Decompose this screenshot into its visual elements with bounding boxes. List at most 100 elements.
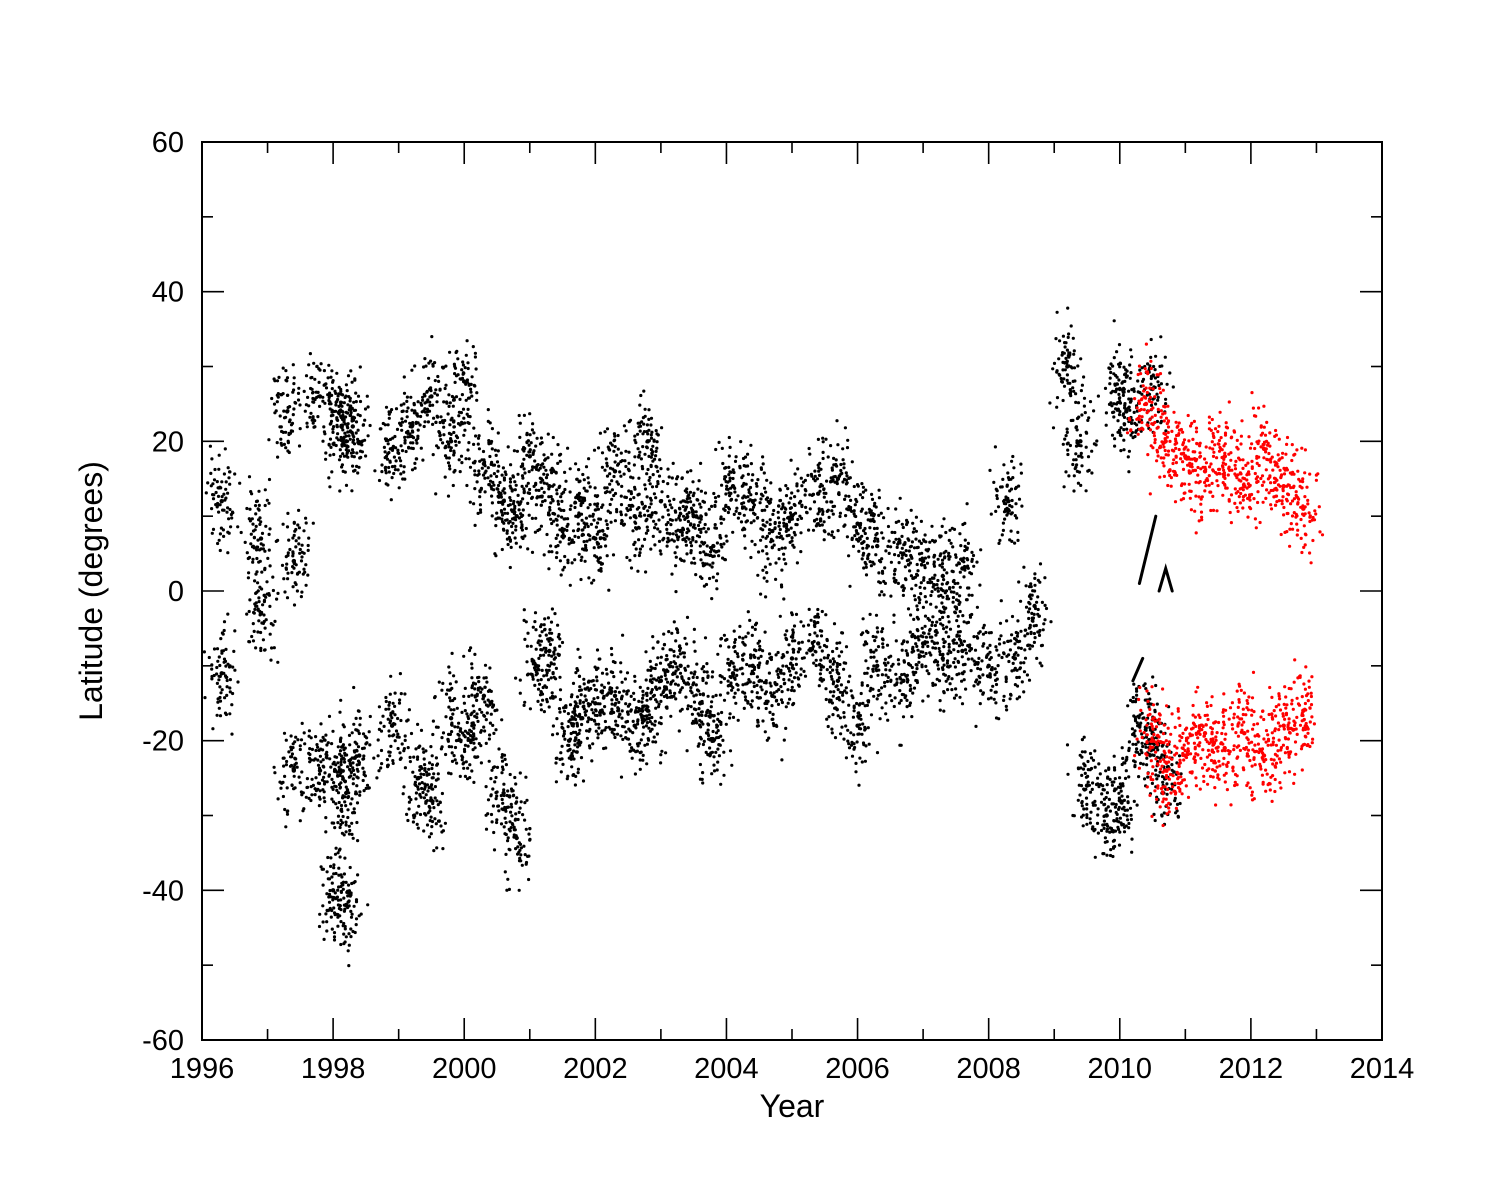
data-point [828, 671, 832, 675]
data-point [637, 455, 641, 459]
data-point [246, 576, 250, 580]
data-point [616, 433, 620, 438]
data-point [783, 506, 787, 510]
data-point [770, 545, 774, 549]
data-point [763, 630, 767, 634]
data-point [344, 483, 349, 487]
data-point [443, 418, 447, 423]
data-point [544, 685, 549, 690]
data-point [315, 743, 319, 747]
data-point [542, 472, 546, 476]
data-point [332, 895, 336, 900]
data-point [525, 431, 529, 435]
data-point [323, 800, 327, 804]
data-point [789, 673, 793, 677]
data-point [877, 488, 881, 492]
data-point [367, 730, 371, 734]
data-point [294, 527, 298, 532]
data-point [738, 511, 742, 516]
data-point [425, 407, 430, 411]
data-point [398, 698, 402, 702]
data-point [508, 519, 512, 524]
data-point [541, 500, 545, 504]
data-point [494, 554, 498, 558]
data-point [462, 433, 466, 437]
data-point [628, 516, 633, 520]
data-point [348, 828, 352, 833]
data-point [875, 751, 880, 755]
data-point [726, 510, 731, 515]
data-point [626, 710, 630, 714]
data-point [317, 748, 321, 753]
data-point [284, 763, 288, 767]
data-point [742, 494, 746, 498]
data-point [447, 705, 451, 709]
data-point [830, 509, 834, 513]
data-point [838, 716, 843, 720]
data-point [435, 393, 439, 397]
data-point [815, 634, 819, 638]
data-point [803, 478, 808, 482]
data-point [514, 676, 518, 680]
data-point [448, 671, 452, 675]
data-point [483, 700, 487, 704]
data-point [460, 368, 464, 372]
data-point [275, 400, 279, 404]
data-point [779, 685, 783, 689]
data-point [518, 545, 523, 549]
data-point [215, 713, 219, 717]
data-point [332, 760, 336, 765]
data-point [637, 699, 641, 704]
data-point [777, 524, 781, 528]
data-point [657, 539, 662, 544]
data-point [542, 623, 546, 627]
data-point [526, 481, 530, 485]
data-point [834, 462, 838, 467]
data-point [457, 733, 461, 737]
data-point [652, 735, 656, 739]
data-point [551, 435, 555, 440]
data-point [649, 515, 653, 519]
data-point [761, 494, 765, 498]
data-point [314, 776, 318, 780]
data-point [424, 800, 428, 805]
data-point [757, 639, 762, 643]
data-point [746, 701, 750, 705]
data-point [452, 396, 456, 400]
data-point [350, 380, 354, 384]
data-point [326, 741, 330, 745]
data-point [849, 743, 854, 747]
data-point [333, 852, 338, 856]
data-point [560, 515, 564, 519]
data-point [291, 565, 295, 569]
data-point [516, 817, 520, 822]
data-point [465, 483, 469, 488]
data-point [789, 458, 793, 462]
data-point [248, 507, 252, 511]
data-point [793, 511, 798, 515]
data-point [347, 964, 351, 968]
data-point [587, 679, 591, 683]
data-point [343, 800, 347, 804]
data-point [519, 520, 523, 524]
data-point [531, 675, 535, 679]
data-point [727, 668, 731, 672]
data-point [584, 465, 589, 469]
data-point [268, 604, 272, 609]
data-point [560, 722, 564, 726]
data-point [644, 692, 648, 696]
data-point [517, 508, 521, 512]
data-point [724, 504, 728, 509]
data-point [472, 709, 476, 714]
data-point [352, 904, 356, 908]
data-point [864, 488, 868, 492]
data-point [594, 708, 598, 712]
data-point [649, 668, 653, 673]
data-point [279, 786, 283, 790]
data-point [410, 408, 414, 412]
data-point [519, 846, 524, 850]
data-point [497, 464, 501, 468]
data-point [419, 446, 423, 450]
data-point [287, 450, 291, 455]
data-point [527, 513, 531, 517]
